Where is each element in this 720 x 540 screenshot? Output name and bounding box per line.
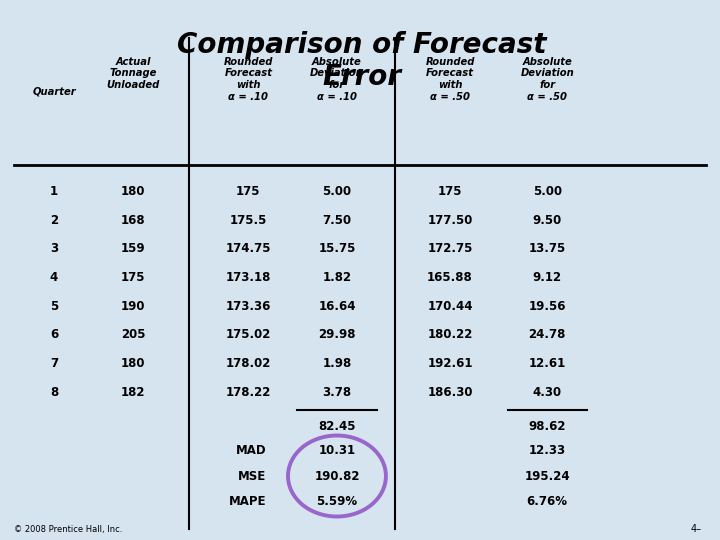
Text: Rounded
Forecast
with
α = .10: Rounded Forecast with α = .10 <box>224 57 273 102</box>
Text: 19.56: 19.56 <box>528 300 566 313</box>
Text: 180: 180 <box>121 185 145 198</box>
Text: Comparison of Forecast
Error: Comparison of Forecast Error <box>177 31 546 91</box>
Text: 9.12: 9.12 <box>533 271 562 284</box>
Text: 180: 180 <box>121 357 145 370</box>
Text: MSE: MSE <box>238 470 266 483</box>
Text: 175.02: 175.02 <box>225 328 271 341</box>
Text: 2: 2 <box>50 214 58 227</box>
Text: Rounded
Forecast
with
α = .50: Rounded Forecast with α = .50 <box>426 57 474 102</box>
Text: 174.75: 174.75 <box>225 242 271 255</box>
Text: 4: 4 <box>50 271 58 284</box>
Text: 168: 168 <box>121 214 145 227</box>
Text: 82.45: 82.45 <box>318 420 356 433</box>
Text: 15.75: 15.75 <box>318 242 356 255</box>
Text: 10.31: 10.31 <box>318 444 356 457</box>
Text: 178.22: 178.22 <box>225 386 271 399</box>
Text: 5: 5 <box>50 300 58 313</box>
Text: Actual
Tonnage
Unloaded: Actual Tonnage Unloaded <box>107 57 160 90</box>
Text: 98.62: 98.62 <box>528 420 566 433</box>
Text: 175: 175 <box>121 271 145 284</box>
Text: 8: 8 <box>50 386 58 399</box>
Text: 173.18: 173.18 <box>225 271 271 284</box>
Text: 5.00: 5.00 <box>323 185 351 198</box>
Text: 5.00: 5.00 <box>533 185 562 198</box>
Text: 180.22: 180.22 <box>427 328 473 341</box>
Text: 170.44: 170.44 <box>427 300 473 313</box>
Text: 159: 159 <box>121 242 145 255</box>
Text: 4–: 4– <box>691 523 702 534</box>
Text: 182: 182 <box>121 386 145 399</box>
Text: 178.02: 178.02 <box>225 357 271 370</box>
Text: 175.5: 175.5 <box>230 214 267 227</box>
Text: 1: 1 <box>50 185 58 198</box>
Text: 6: 6 <box>50 328 58 341</box>
Text: 190: 190 <box>121 300 145 313</box>
Text: Absolute
Deviation
for
α = .50: Absolute Deviation for α = .50 <box>521 57 574 102</box>
Text: 190.82: 190.82 <box>314 470 360 483</box>
Text: 5.59%: 5.59% <box>316 495 358 508</box>
Text: 195.24: 195.24 <box>524 470 570 483</box>
Text: MAPE: MAPE <box>229 495 266 508</box>
Text: 175: 175 <box>438 185 462 198</box>
Text: Quarter: Quarter <box>32 86 76 97</box>
Text: 192.61: 192.61 <box>427 357 473 370</box>
Text: 173.36: 173.36 <box>225 300 271 313</box>
Text: 16.64: 16.64 <box>318 300 356 313</box>
Text: 1.82: 1.82 <box>323 271 351 284</box>
Text: 177.50: 177.50 <box>427 214 473 227</box>
Text: 7: 7 <box>50 357 58 370</box>
Text: © 2008 Prentice Hall, Inc.: © 2008 Prentice Hall, Inc. <box>14 524 123 534</box>
Text: 24.78: 24.78 <box>528 328 566 341</box>
Text: Absolute
Deviation
for
α = .10: Absolute Deviation for α = .10 <box>310 57 364 102</box>
Text: 6.76%: 6.76% <box>527 495 567 508</box>
Text: 3: 3 <box>50 242 58 255</box>
Text: 13.75: 13.75 <box>528 242 566 255</box>
Text: 12.33: 12.33 <box>528 444 566 457</box>
Text: 3.78: 3.78 <box>323 386 351 399</box>
Text: MAD: MAD <box>235 444 266 457</box>
Text: 165.88: 165.88 <box>427 271 473 284</box>
Text: 12.61: 12.61 <box>528 357 566 370</box>
Text: 1.98: 1.98 <box>323 357 351 370</box>
Text: 4.30: 4.30 <box>533 386 562 399</box>
Text: 7.50: 7.50 <box>323 214 351 227</box>
Text: 29.98: 29.98 <box>318 328 356 341</box>
Text: 172.75: 172.75 <box>427 242 473 255</box>
Text: 205: 205 <box>121 328 145 341</box>
Text: 9.50: 9.50 <box>533 214 562 227</box>
Text: 186.30: 186.30 <box>427 386 473 399</box>
Text: 175: 175 <box>236 185 261 198</box>
